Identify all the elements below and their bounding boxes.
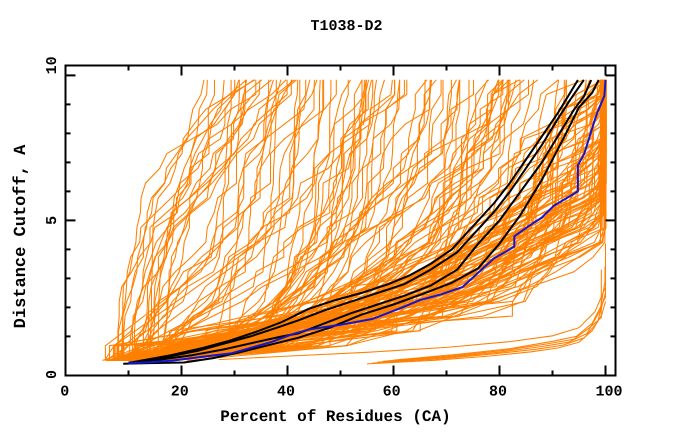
svg-text:T1038-D2: T1038-D2: [310, 18, 382, 35]
svg-text:60: 60: [383, 384, 401, 401]
svg-text:10: 10: [44, 56, 61, 74]
svg-text:0: 0: [60, 384, 69, 401]
svg-text:Distance Cutoff, A: Distance Cutoff, A: [12, 144, 31, 328]
svg-text:5: 5: [44, 216, 61, 225]
svg-text:Percent of Residues (CA): Percent of Residues (CA): [220, 408, 450, 426]
svg-text:20: 20: [171, 384, 189, 401]
svg-text:0: 0: [44, 370, 61, 379]
svg-text:100: 100: [595, 384, 622, 401]
svg-text:40: 40: [277, 384, 295, 401]
svg-text:80: 80: [489, 384, 507, 401]
